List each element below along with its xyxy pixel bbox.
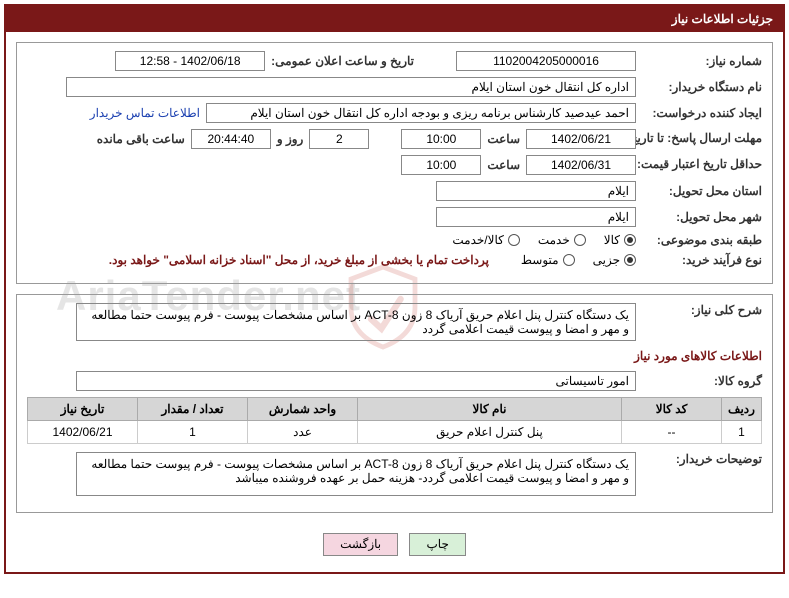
deadline-reply-label: مهلت ارسال پاسخ: تا تاریخ: (642, 131, 762, 147)
table-cell: عدد (248, 421, 358, 444)
subject-option-2[interactable]: کالا/خدمت (452, 233, 519, 247)
subject-option-1[interactable]: خدمت (538, 233, 586, 247)
need-number-label: شماره نیاز: (642, 54, 762, 68)
subject-class-label: طبقه بندی موضوعی: (642, 233, 762, 247)
time-label-1: ساعت (487, 132, 520, 146)
deadline-reply-date: 1402/06/21 (526, 129, 636, 149)
remaining-suffix-label: ساعت باقی مانده (97, 132, 185, 146)
purchase-process-label: نوع فرآیند خرید: (642, 253, 762, 267)
table-cell: 1 (722, 421, 762, 444)
table-cell: پنل کنترل اعلام حریق (358, 421, 622, 444)
delivery-city-field: ایلام (436, 207, 636, 227)
table-cell: 1402/06/21 (28, 421, 138, 444)
table-header: ردیف (722, 398, 762, 421)
remaining-time-field: 20:44:40 (191, 129, 271, 149)
payment-note: پرداخت تمام یا بخشی از مبلغ خرید، از محل… (109, 253, 489, 267)
subject-option-0[interactable]: کالا (604, 233, 636, 247)
table-header: تاریخ نیاز (28, 398, 138, 421)
radio-label: کالا/خدمت (452, 233, 503, 247)
radio-label: متوسط (521, 253, 559, 267)
buyer-notes-label: توضیحات خریدار: (642, 452, 762, 466)
requester-field: احمد عیدصید کارشناس برنامه ریزی و بودجه … (206, 103, 636, 123)
min-validity-date: 1402/06/31 (526, 155, 636, 175)
process-option-1[interactable]: متوسط (521, 253, 575, 267)
deadline-reply-time: 10:00 (401, 129, 481, 149)
goods-group-label: گروه کالا: (642, 374, 762, 388)
min-validity-time: 10:00 (401, 155, 481, 175)
radio-label: جزیی (593, 253, 620, 267)
days-and-label: روز و (277, 132, 304, 146)
table-header: تعداد / مقدار (138, 398, 248, 421)
radio-icon[interactable] (508, 234, 520, 246)
radio-label: خدمت (538, 233, 570, 247)
summary-label: شرح کلی نیاز: (642, 303, 762, 317)
buyer-notes-text: یک دستگاه کنترل پنل اعلام حریق آریاک 8 ز… (76, 452, 636, 496)
delivery-city-label: شهر محل تحویل: (642, 210, 762, 224)
delivery-province-field: ایلام (436, 181, 636, 201)
min-validity-label: حداقل تاریخ اعتبار قیمت: تا تاریخ: (642, 157, 762, 173)
remaining-days-field: 2 (309, 129, 369, 149)
requester-label: ایجاد کننده درخواست: (642, 106, 762, 120)
announce-datetime-field: 1402/06/18 - 12:58 (115, 51, 265, 71)
table-cell: -- (622, 421, 722, 444)
summary-fieldset: شرح کلی نیاز: یک دستگاه کنترل پنل اعلام … (16, 294, 773, 513)
buyer-org-field: اداره کل انتقال خون استان ایلام (66, 77, 636, 97)
goods-section-title: اطلاعات کالاهای مورد نیاز (27, 349, 762, 363)
back-button[interactable]: بازگشت (323, 533, 398, 556)
main-info-fieldset: شماره نیاز: 1102004205000016 تاریخ و ساع… (16, 42, 773, 284)
time-label-2: ساعت (487, 158, 520, 172)
print-button[interactable]: چاپ (409, 533, 465, 556)
table-header: نام کالا (358, 398, 622, 421)
summary-text: یک دستگاه کنترل پنل اعلام حریق آریاک 8 ز… (76, 303, 636, 341)
radio-label: کالا (604, 233, 620, 247)
buyer-org-label: نام دستگاه خریدار: (642, 80, 762, 94)
radio-icon[interactable] (624, 234, 636, 246)
need-number-field: 1102004205000016 (456, 51, 636, 71)
goods-group-field: امور تاسیساتی (76, 371, 636, 391)
panel-header: جزئیات اطلاعات نیاز (6, 6, 783, 32)
radio-icon[interactable] (574, 234, 586, 246)
table-row: 1--پنل کنترل اعلام حریقعدد11402/06/21 (28, 421, 762, 444)
table-header: واحد شمارش (248, 398, 358, 421)
announce-datetime-label: تاریخ و ساعت اعلان عمومی: (271, 54, 414, 68)
table-header: کد کالا (622, 398, 722, 421)
table-cell: 1 (138, 421, 248, 444)
process-option-0[interactable]: جزیی (593, 253, 636, 267)
radio-icon[interactable] (563, 254, 575, 266)
goods-table: ردیفکد کالانام کالاواحد شمارشتعداد / مقد… (27, 397, 762, 444)
delivery-province-label: استان محل تحویل: (642, 184, 762, 198)
radio-icon[interactable] (624, 254, 636, 266)
buyer-contact-link[interactable]: اطلاعات تماس خریدار (90, 106, 200, 120)
